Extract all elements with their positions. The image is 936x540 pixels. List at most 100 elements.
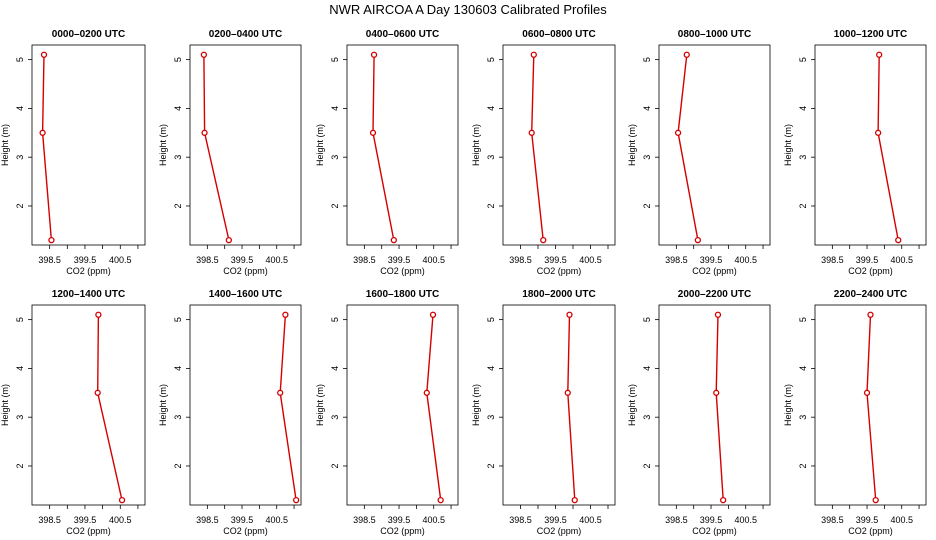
- y-axis-label: Height (m): [471, 384, 481, 426]
- data-point: [683, 51, 690, 58]
- x-tick-label: 399.5: [231, 255, 254, 265]
- x-axis-label: CO2 (ppm): [380, 266, 425, 276]
- y-tick-label: 3: [330, 415, 340, 420]
- x-tick-label: 398.5: [509, 255, 532, 265]
- x-axis-label: CO2 (ppm): [223, 526, 268, 536]
- data-point: [201, 129, 208, 136]
- y-tick-label: 2: [330, 463, 340, 468]
- y-tick-label: 5: [486, 57, 496, 62]
- plot-frame: [814, 304, 927, 506]
- x-tick-label: 399.5: [388, 515, 411, 525]
- y-tick-label: 2: [15, 203, 25, 208]
- x-tick-label: 399.5: [231, 515, 254, 525]
- data-point: [530, 51, 537, 58]
- data-point: [200, 51, 208, 58]
- profile-panel: 0200–0400 UTC 398.5 399.5 400.5 2 3 4 5 CO2 (ppm…: [158, 29, 302, 276]
- profile-panel: 1200–1400 UTC 398.5 399.5 400.5 2 3 4 5 CO2 (ppm…: [0, 289, 146, 536]
- x-tick-label: 400.5: [734, 255, 757, 265]
- y-tick-label: 4: [486, 366, 496, 371]
- y-tick-label: 2: [173, 203, 183, 208]
- profile-line: [203, 54, 230, 241]
- x-tick-label: 398.5: [509, 515, 532, 525]
- x-tick-label: 400.5: [422, 515, 445, 525]
- panels-grid: 0000–0200 UTC 398.5 399.5 400.5 2 3 4 5 CO2 (ppm…: [0, 29, 927, 536]
- y-axis-label: Height (m): [315, 124, 325, 166]
- data-point: [540, 236, 547, 244]
- y-tick-label: 5: [330, 317, 340, 322]
- data-point: [370, 51, 378, 58]
- x-tick-label: 400.5: [265, 255, 288, 265]
- y-tick-label: 4: [173, 366, 183, 371]
- x-tick-label: 399.5: [700, 255, 723, 265]
- profile-line: [677, 54, 699, 241]
- data-point: [369, 129, 377, 136]
- data-point: [429, 311, 437, 318]
- plot-frame: [502, 304, 616, 506]
- panel-title: 2200–2400 UTC: [834, 289, 907, 300]
- y-tick-label: 5: [15, 317, 25, 322]
- x-axis-label: CO2 (ppm): [66, 266, 111, 276]
- x-axis-label: CO2 (ppm): [66, 526, 111, 536]
- panel-title: 1800–2000 UTC: [522, 289, 595, 300]
- y-axis-label: Height (m): [158, 384, 168, 426]
- plot-frame: [502, 44, 616, 246]
- x-tick-label: 399.5: [388, 255, 411, 265]
- y-tick-label: 2: [173, 463, 183, 468]
- x-tick-label: 400.5: [579, 515, 602, 525]
- x-axis-label: CO2 (ppm): [380, 526, 425, 536]
- y-tick-label: 3: [173, 155, 183, 160]
- profile-panel: 0000–0200 UTC 398.5 399.5 400.5 2 3 4 5 CO2 (ppm…: [0, 29, 146, 276]
- y-tick-label: 2: [486, 203, 496, 208]
- profile-panel: 0800–1000 UTC 398.5 399.5 400.5 2 3 4 5 CO2 (ppm…: [627, 29, 771, 276]
- data-point: [40, 51, 48, 58]
- data-point: [225, 236, 233, 244]
- x-tick-label: 398.5: [353, 255, 376, 265]
- data-point: [895, 236, 902, 244]
- plot-frame: [658, 304, 771, 506]
- x-tick-label: 398.5: [196, 515, 219, 525]
- data-point: [423, 389, 430, 396]
- profile-panel: 2200–2400 UTC 398.5 399.5 400.5 2 3 4 5 CO2 (ppm…: [783, 289, 927, 536]
- plot-frame: [658, 44, 771, 246]
- profile-line: [567, 314, 576, 501]
- y-tick-label: 2: [642, 463, 652, 468]
- y-tick-label: 3: [642, 155, 652, 160]
- x-tick-label: 399.5: [856, 255, 879, 265]
- profile-line: [41, 54, 53, 241]
- x-axis-label: CO2 (ppm): [692, 526, 737, 536]
- panel-title: 1200–1400 UTC: [52, 289, 125, 300]
- panel-title: 1600–1800 UTC: [366, 289, 439, 300]
- y-axis-label: Height (m): [158, 124, 168, 166]
- data-point: [714, 311, 722, 318]
- x-tick-label: 399.5: [544, 255, 567, 265]
- x-tick-label: 400.5: [890, 515, 913, 525]
- data-point: [282, 311, 289, 318]
- plot-frame: [31, 44, 146, 246]
- y-tick-label: 5: [15, 57, 25, 62]
- plot-frame: [346, 44, 459, 246]
- profile-panel: 1800–2000 UTC 398.5 399.5 400.5 2 3 4 5 CO2 (ppm…: [471, 289, 616, 536]
- plot-frame: [346, 304, 459, 506]
- data-point: [528, 129, 535, 136]
- x-axis-label: CO2 (ppm): [223, 266, 268, 276]
- profile-panel: 2000–2200 UTC 398.5 399.5 400.5 2 3 4 5 CO2 (ppm…: [627, 289, 771, 536]
- profile-line: [372, 54, 395, 241]
- y-tick-label: 3: [15, 155, 25, 160]
- y-tick-label: 5: [486, 317, 496, 322]
- x-tick-label: 398.5: [665, 255, 688, 265]
- x-tick-label: 398.5: [38, 515, 61, 525]
- x-axis-label: CO2 (ppm): [848, 526, 893, 536]
- data-point: [94, 389, 101, 396]
- profile-line: [866, 314, 877, 501]
- data-point: [566, 311, 573, 318]
- panel-title: 1400–1600 UTC: [209, 289, 282, 300]
- y-tick-label: 3: [486, 415, 496, 420]
- x-tick-label: 399.5: [74, 255, 97, 265]
- y-tick-label: 4: [642, 366, 652, 371]
- y-tick-label: 5: [173, 57, 183, 62]
- x-tick-label: 400.5: [422, 255, 445, 265]
- y-tick-label: 3: [642, 415, 652, 420]
- panel-title: 1000–1200 UTC: [834, 29, 907, 40]
- x-tick-label: 399.5: [74, 515, 97, 525]
